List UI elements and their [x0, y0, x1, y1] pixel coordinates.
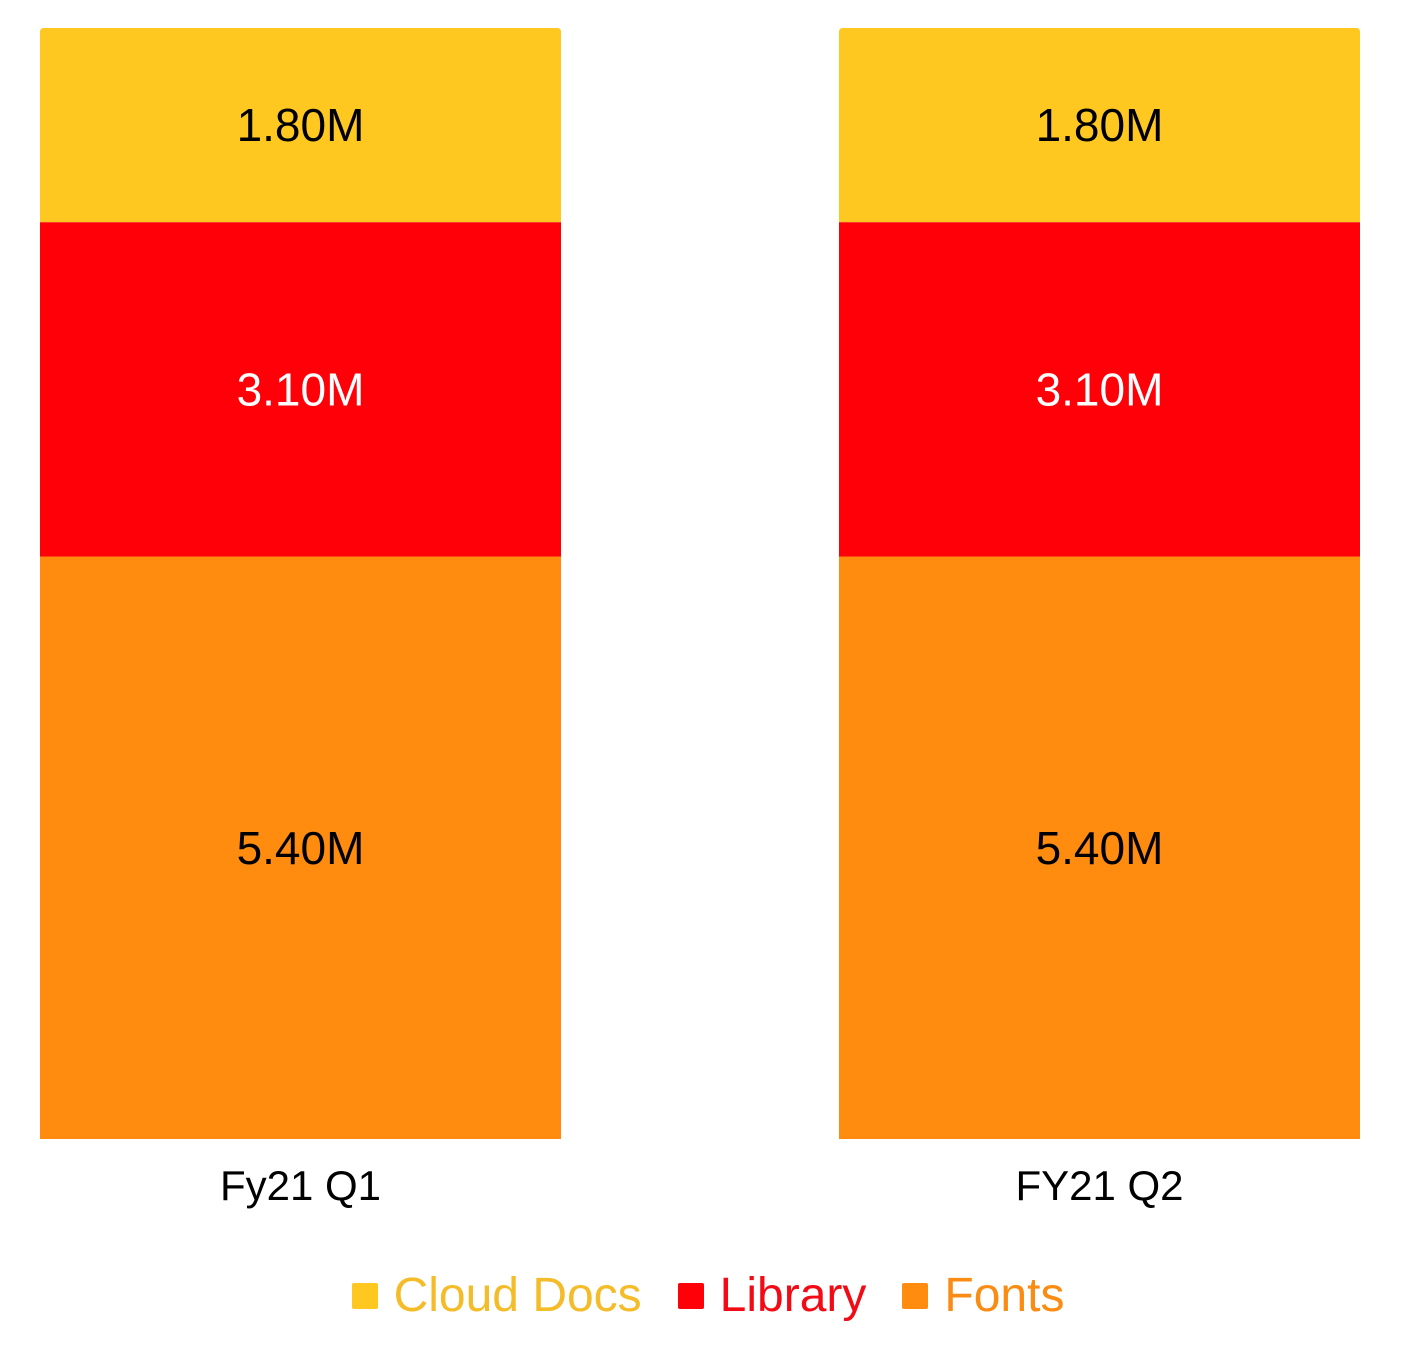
data-label-fonts-fy21-q2: 5.40M [1036, 822, 1164, 874]
data-label-library-fy21-q1: 3.10M [237, 363, 365, 415]
legend-label-fonts: Fonts [944, 1269, 1065, 1322]
data-label-library-fy21-q2: 3.10M [1036, 363, 1164, 415]
data-label-cloud-docs-fy21-q2: 1.80M [1036, 99, 1164, 151]
bar-segment-library-fy21-q1 [40, 222, 561, 557]
bar-segment-fonts-fy21-q1 [40, 556, 561, 1139]
legend-item-library: Library [677, 1266, 867, 1326]
bar-segment-cloud-docs-fy21-q2 [839, 28, 1360, 223]
legend-label-library: Library [719, 1269, 867, 1322]
category-label-fy21-q2: FY21 Q2 [1015, 1162, 1183, 1209]
category-label-fy21-q1: Fy21 Q1 [220, 1162, 381, 1209]
bar-segment-library-fy21-q2 [839, 222, 1360, 557]
bar-segment-cloud-docs-fy21-q1 [40, 28, 561, 223]
data-label-fonts-fy21-q1: 5.40M [237, 822, 365, 874]
legend-label-cloud-docs: Cloud Docs [393, 1269, 642, 1322]
legend-item-fonts: Fonts [902, 1266, 1064, 1326]
data-label-cloud-docs-fy21-q1: 1.80M [237, 99, 365, 151]
legend-item-cloud-docs: Cloud Docs [351, 1266, 642, 1326]
chart-legend: Cloud Docs Library Fonts [0, 1266, 1416, 1326]
legend-swatch-library [677, 1283, 704, 1309]
legend-swatch-fonts [902, 1283, 929, 1309]
bar-segment-fonts-fy21-q2 [839, 556, 1360, 1139]
legend-swatch-cloud-docs [351, 1283, 378, 1309]
